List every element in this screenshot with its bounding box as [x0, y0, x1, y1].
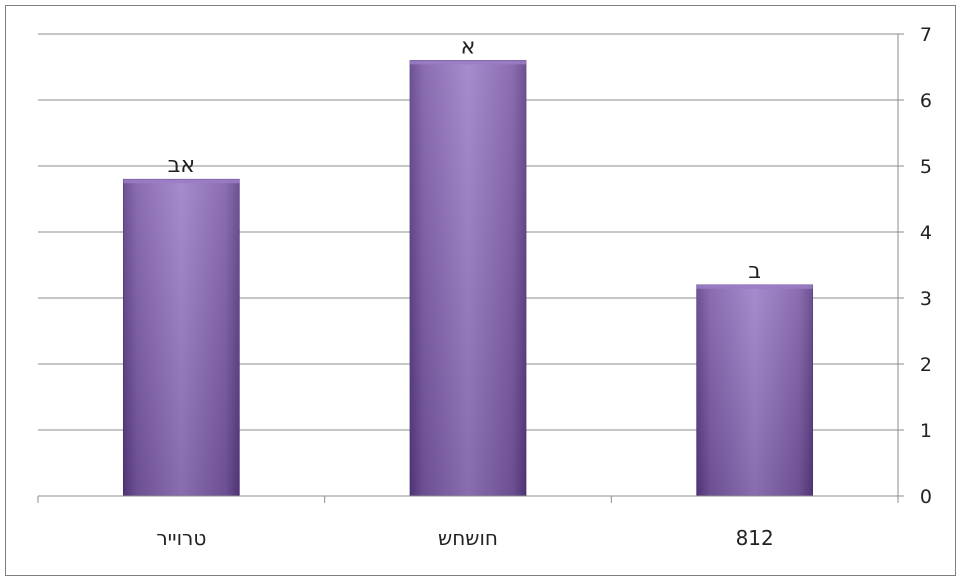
category-label: טרוייר [156, 526, 206, 550]
bar-top-highlight [696, 284, 813, 289]
bar-shade [409, 60, 527, 497]
data-label: א [461, 34, 476, 59]
category-label: 812 [736, 526, 774, 550]
axes [37, 33, 904, 503]
labels: 0 1 2 3 4 5 6 7 אב טרוייר א חושחש ב 812 [156, 24, 932, 550]
data-label: אב [168, 153, 195, 178]
bar-top-highlight [123, 179, 240, 184]
y-tick-label: 4 [920, 222, 932, 244]
y-tick-label: 7 [920, 24, 932, 46]
y-tick-label: 3 [920, 288, 932, 310]
bar-shade [696, 284, 813, 496]
data-label: ב [748, 259, 761, 284]
y-tick-label: 6 [920, 90, 932, 112]
bar-shade [123, 179, 240, 496]
y-tick-label: 5 [920, 156, 932, 178]
y-tick-label: 2 [920, 354, 932, 376]
category-label: חושחש [438, 526, 498, 550]
y-tick-label: 1 [920, 420, 932, 442]
bars [122, 60, 814, 497]
bar-top-highlight [409, 60, 527, 65]
y-tick-label: 0 [920, 486, 932, 508]
